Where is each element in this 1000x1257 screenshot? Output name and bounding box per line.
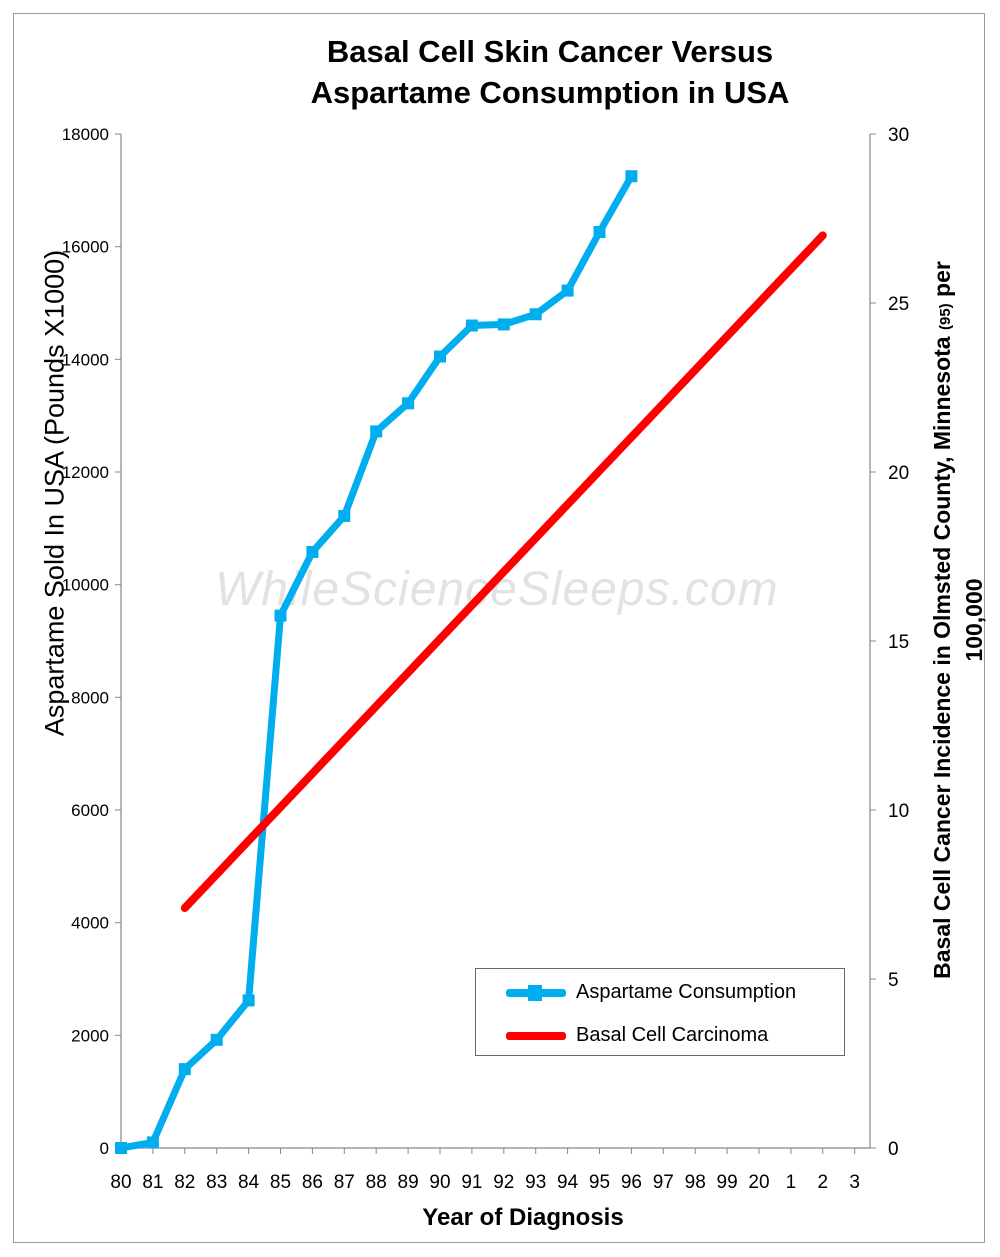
x-tick-label: 92 [493, 1172, 514, 1193]
x-tick-label: 20 [748, 1172, 769, 1193]
data-point-aspartame [402, 397, 415, 410]
x-tick-label: 94 [557, 1172, 579, 1193]
y-left-tick-label: 6000 [71, 801, 109, 820]
y-right-tick-label: 5 [888, 970, 899, 991]
x-tick-label: 90 [429, 1172, 450, 1193]
data-point-aspartame [210, 1033, 223, 1046]
y-axis-right-label: Basal Cell Cancer Incidence in Olmsted C… [928, 140, 988, 1100]
data-point-aspartame [497, 318, 510, 331]
x-axis-label: Year of Diagnosis [422, 1204, 624, 1231]
x-tick-label: 83 [206, 1172, 227, 1193]
y-right-tick-label: 10 [888, 801, 909, 822]
x-tick-label: 87 [334, 1172, 355, 1193]
x-tick-label: 98 [685, 1172, 706, 1193]
y-left-tick-label: 4000 [71, 914, 109, 933]
y-left-tick-label: 12000 [62, 463, 109, 482]
y-right-tick-label: 0 [888, 1139, 899, 1160]
legend-label-aspartame: Aspartame Consumption [576, 981, 797, 1003]
series-line-basal [180, 231, 827, 912]
legend-label-basal: Basal Cell Carcinoma [576, 1024, 769, 1046]
data-point-aspartame [178, 1063, 191, 1076]
y-left-tick-label: 14000 [62, 350, 109, 369]
data-point-aspartame [465, 319, 478, 332]
data-point-aspartame [242, 994, 255, 1007]
x-tick-label: 2 [818, 1172, 829, 1193]
data-point-aspartame [593, 226, 606, 239]
y-left-tick-label: 2000 [71, 1026, 109, 1045]
legend-item-aspartame: Aspartame Consumption [476, 979, 844, 1009]
x-tick-label: 80 [110, 1172, 131, 1193]
data-point-aspartame [561, 284, 574, 297]
data-point-aspartame [146, 1136, 159, 1149]
y-right-tick-label: 25 [888, 294, 909, 315]
x-tick-label: 97 [653, 1172, 674, 1193]
x-tick-label: 85 [270, 1172, 291, 1193]
y-axis-left-label: Aspartame Sold In USA (Pounds X1000) [39, 249, 70, 737]
data-point-aspartame [625, 170, 638, 183]
x-tick-label: 91 [461, 1172, 482, 1193]
y-right-tick-label: 15 [888, 632, 909, 653]
data-point-aspartame [274, 609, 287, 622]
x-tick-label: 1 [786, 1172, 797, 1193]
x-tick-label: 3 [849, 1172, 860, 1193]
y-axis-right-label-end: per [929, 261, 955, 297]
legend-item-basal: Basal Cell Carcinoma [476, 1022, 844, 1052]
y-axis-right-label-sup: (95) [937, 303, 954, 331]
y-left-tick-label: 10000 [62, 576, 109, 595]
x-tick-label: 86 [302, 1172, 323, 1193]
y-left-tick-label: 0 [100, 1139, 109, 1158]
legend: Aspartame Consumption Basal Cell Carcino… [475, 968, 845, 1056]
y-axis-right-label-main: Basal Cell Cancer Incidence in Olmsted C… [929, 336, 955, 979]
x-tick-label: 82 [174, 1172, 195, 1193]
x-tick-label: 95 [589, 1172, 610, 1193]
data-point-aspartame [338, 509, 351, 522]
data-point-aspartame [115, 1142, 127, 1154]
data-point-aspartame [306, 545, 319, 558]
x-tick-label: 88 [366, 1172, 387, 1193]
legend-swatch-basal [506, 1032, 566, 1040]
y-left-tick-label: 8000 [71, 688, 109, 707]
x-tick-label: 89 [398, 1172, 419, 1193]
chart-title-line-1: Basal Cell Skin Cancer Versus [326, 34, 774, 69]
watermark: WhileScienceSleeps.com [215, 563, 779, 616]
x-tick-label: 99 [717, 1172, 738, 1193]
legend-marker-aspartame [528, 985, 542, 1001]
data-point-aspartame [529, 308, 542, 321]
data-point-aspartame [370, 425, 383, 438]
chart-title-line-2: Aspartame Consumption in USA [310, 75, 790, 110]
data-point-aspartame [434, 350, 446, 363]
x-tick-label: 93 [525, 1172, 546, 1193]
y-axis-right-label-line2: 100,000 [961, 578, 987, 662]
y-left-tick-label: 16000 [62, 238, 109, 257]
y-right-tick-label: 30 [888, 125, 909, 146]
x-tick-label: 96 [621, 1172, 642, 1193]
y-left-tick-label: 18000 [62, 125, 109, 144]
x-tick-label: 84 [238, 1172, 260, 1193]
x-tick-label: 81 [142, 1172, 163, 1193]
y-right-tick-label: 20 [888, 463, 909, 484]
